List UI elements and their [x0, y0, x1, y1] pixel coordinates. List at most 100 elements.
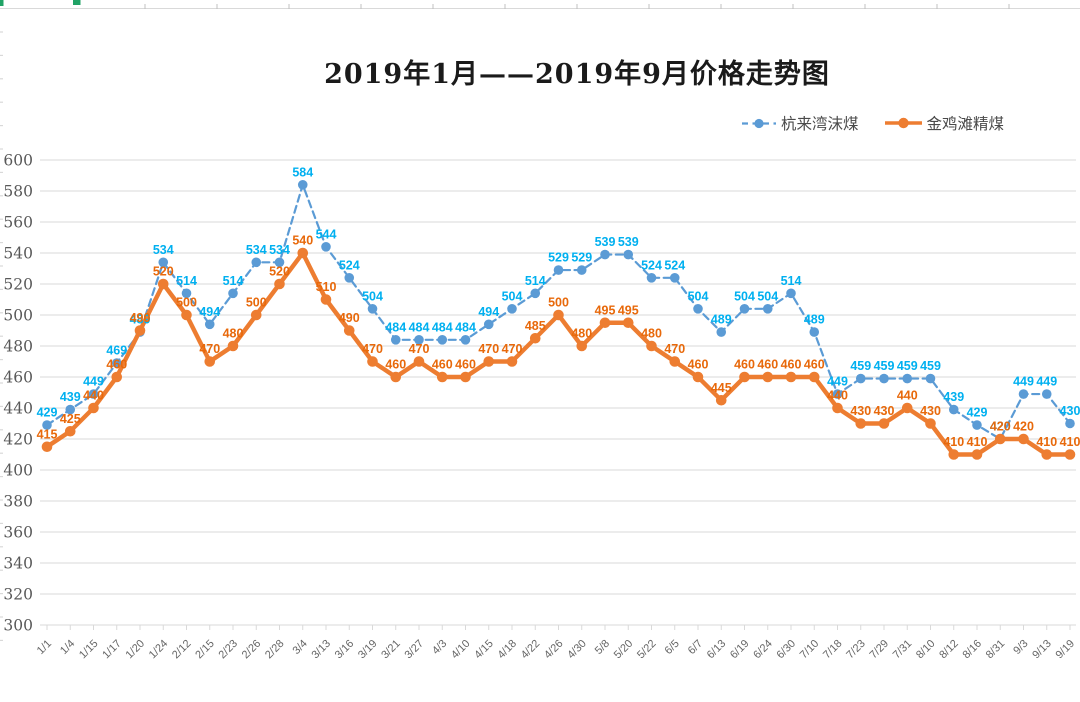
data-label: 429: [967, 406, 988, 420]
data-label: 449: [1013, 375, 1034, 389]
data-point: [344, 273, 355, 283]
x-axis-tick-label: 6/13: [705, 638, 729, 662]
data-label: 500: [176, 296, 197, 310]
x-axis-tick-label: 1/20: [123, 638, 147, 662]
data-label: 470: [409, 342, 430, 356]
data-label: 460: [734, 358, 755, 372]
data-point: [507, 304, 517, 314]
data-point: [228, 288, 238, 299]
data-point: [414, 335, 424, 345]
data-label: 460: [804, 358, 825, 372]
data-label: 425: [60, 412, 81, 426]
x-axis-tick-label: 8/16: [960, 638, 984, 662]
data-label: 510: [316, 280, 337, 294]
data-label: 524: [641, 258, 662, 272]
data-label: 540: [292, 234, 313, 248]
data-point: [343, 325, 355, 336]
x-axis-tick-label: 3/13: [309, 638, 333, 662]
data-label: 520: [269, 265, 290, 279]
data-point: [925, 373, 936, 384]
x-axis-tick-label: 4/30: [565, 638, 589, 662]
data-label: 490: [339, 311, 360, 325]
y-axis-tick-label: 440: [3, 400, 33, 418]
data-point: [460, 335, 471, 345]
y-axis-tick-label: 380: [3, 493, 33, 511]
data-label: 544: [316, 227, 337, 241]
data-label: 470: [502, 342, 523, 356]
data-point: [553, 265, 564, 275]
y-axis-tick-label: 580: [3, 183, 33, 201]
x-axis-tick-label: 2/26: [240, 638, 264, 662]
x-axis-tick-label: 8/31: [984, 638, 1008, 662]
data-label: 514: [176, 274, 197, 288]
data-point: [669, 356, 681, 367]
data-label: 529: [548, 251, 569, 265]
x-axis-tick-label: 9/13: [1030, 638, 1054, 662]
data-point: [622, 317, 634, 329]
x-axis-tick-label: 2/15: [193, 638, 217, 662]
data-point: [855, 373, 866, 384]
x-axis-tick-label: 3/21: [379, 638, 403, 662]
data-point: [553, 309, 564, 321]
data-label: 449: [83, 375, 104, 389]
data-label: 430: [874, 404, 895, 418]
data-point: [111, 358, 122, 368]
data-point: [460, 371, 471, 383]
legend-label: 杭来湾沫煤: [781, 116, 859, 133]
data-label: 420: [990, 420, 1011, 434]
data-label: 460: [106, 358, 127, 372]
data-point: [529, 332, 541, 344]
data-point: [994, 433, 1006, 445]
data-label: 445: [711, 381, 732, 395]
x-axis-tick-label: 8/12: [937, 638, 961, 662]
data-point: [134, 325, 146, 336]
data-label: 524: [664, 258, 685, 272]
chart-title[interactable]: 2019年1月——2019年9月价格走势图: [324, 59, 830, 90]
data-label: 480: [641, 327, 662, 341]
data-label: 470: [664, 342, 685, 356]
data-label: 504: [757, 289, 778, 303]
data-point: [251, 257, 262, 268]
data-point: [274, 257, 285, 268]
x-axis-tick-label: 2/23: [216, 638, 240, 662]
y-axis-tick-label: 500: [3, 307, 33, 325]
data-label: 489: [130, 313, 151, 327]
data-label: 534: [153, 243, 174, 257]
data-point: [1041, 449, 1053, 460]
data-label: 440: [83, 389, 104, 403]
data-label: 459: [850, 359, 871, 373]
data-point: [1018, 389, 1029, 399]
x-axis-tick-label: 4/3: [430, 638, 449, 657]
data-point: [879, 373, 889, 384]
y-axis-tick-label: 300: [3, 617, 33, 635]
data-point: [971, 449, 983, 460]
data-label: 470: [199, 342, 220, 356]
data-label: 420: [990, 420, 1011, 434]
data-point: [646, 340, 657, 352]
data-point: [878, 418, 890, 429]
legend-item-hanglaiwan[interactable]: 杭来湾沫煤: [742, 112, 859, 134]
data-label: 439: [943, 390, 964, 404]
data-label: 529: [571, 251, 592, 265]
data-label: 480: [571, 327, 592, 341]
x-axis-tick-label: 6/7: [686, 638, 705, 657]
data-point: [739, 304, 750, 314]
legend-item-jinjitan[interactable]: 金鸡滩精煤: [884, 112, 1004, 134]
data-label: 534: [269, 243, 290, 257]
data-label: 504: [502, 289, 523, 303]
data-point: [367, 304, 378, 314]
data-label: 420: [1013, 420, 1034, 434]
data-point: [204, 356, 216, 367]
data-label: 504: [362, 289, 383, 303]
x-axis-tick-label: 3/27: [402, 638, 426, 662]
data-point: [181, 288, 192, 299]
data-label: 489: [804, 313, 825, 327]
y-axis-tick-label: 340: [3, 555, 33, 573]
x-axis-tick-label: 1/24: [147, 638, 171, 662]
data-label: 500: [246, 296, 267, 310]
dashed-line-marker-icon: [742, 118, 776, 129]
data-point: [367, 356, 378, 367]
data-label: 484: [409, 320, 430, 334]
